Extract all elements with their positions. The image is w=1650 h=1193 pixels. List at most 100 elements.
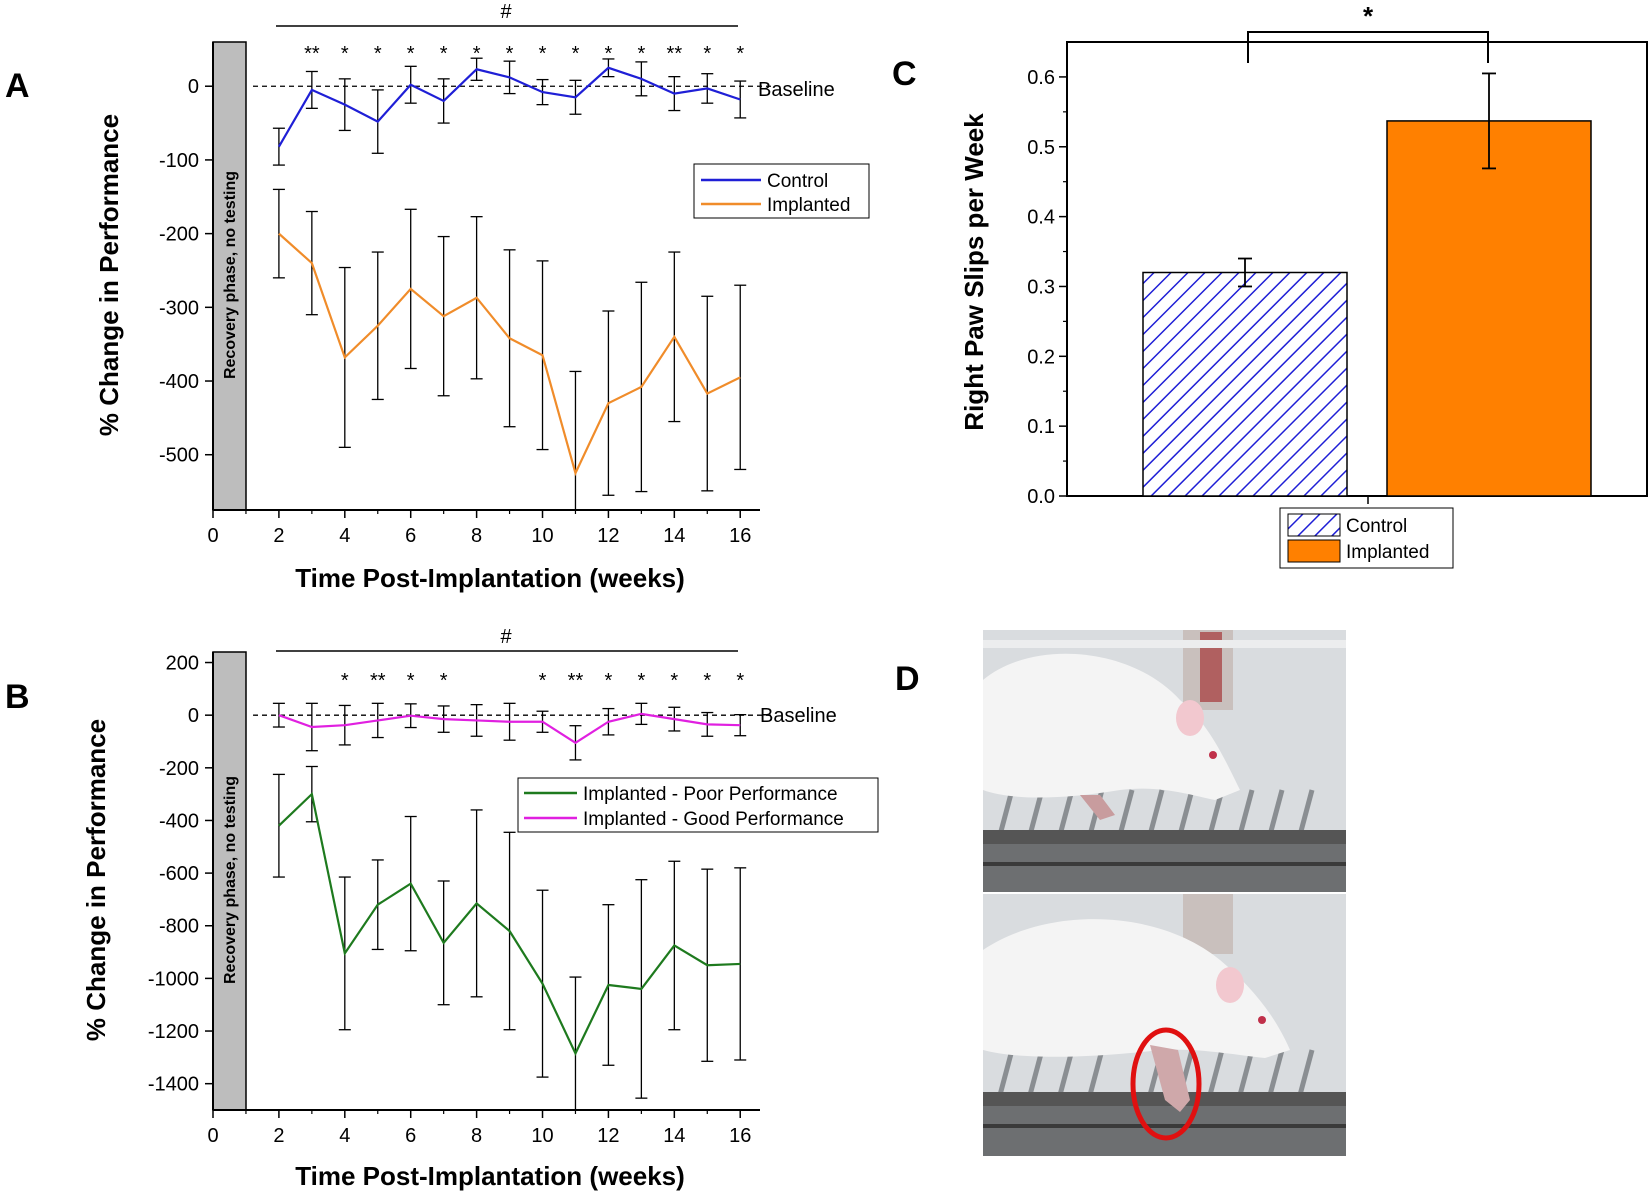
x-tick-label: 14 xyxy=(663,525,685,547)
significance-star: * xyxy=(736,43,744,65)
baseline-label: Baseline xyxy=(758,79,835,101)
y-axis-title: % Change in Performance xyxy=(81,719,111,1041)
x-tick-label: 12 xyxy=(597,1125,619,1147)
significance-star: * xyxy=(341,670,349,692)
significance-star: * xyxy=(637,43,645,65)
y-tick-label: -200 xyxy=(159,224,199,246)
y-tick-label: -200 xyxy=(159,758,199,780)
series-line xyxy=(278,791,741,1056)
x-tick-label: 10 xyxy=(531,1125,553,1147)
significance-star: * xyxy=(703,43,711,65)
y-tick-label: 200 xyxy=(166,653,199,675)
x-tick-label: 2 xyxy=(273,1125,284,1147)
legend-label-control: Control xyxy=(1346,516,1407,537)
x-tick-label: 0 xyxy=(207,1125,218,1147)
significance-star: * xyxy=(374,43,382,65)
panel-d-photos xyxy=(983,630,1346,1156)
series-line xyxy=(278,232,741,477)
y-tick-label: 0.5 xyxy=(1027,137,1055,159)
significance-star: ** xyxy=(568,670,584,692)
bar-implanted xyxy=(1386,120,1592,497)
y-axis-title: Right Paw Slips per Week xyxy=(959,113,989,431)
y-tick-label: -800 xyxy=(159,916,199,938)
red-circle-icon xyxy=(1130,1027,1202,1141)
x-axis-title: Time Post-Implantation (weeks) xyxy=(295,563,685,593)
recovery-label: Recovery phase, no testing xyxy=(222,776,239,984)
significance-star: * xyxy=(473,43,481,65)
significance-star: * xyxy=(440,43,448,65)
legend-label-implanted: Implanted xyxy=(767,195,850,216)
y-tick-label: -1400 xyxy=(148,1074,199,1096)
recovery-band xyxy=(212,651,247,1111)
x-tick-label: 8 xyxy=(471,1125,482,1147)
y-tick-label: -300 xyxy=(159,297,199,319)
legend-swatch-control xyxy=(1287,513,1341,537)
hash-mark: # xyxy=(500,1,512,23)
panel-letter-a: A xyxy=(5,67,30,105)
significance-star: * xyxy=(539,670,547,692)
y-axis-title: % Change in Performance xyxy=(94,114,124,436)
legend-box xyxy=(693,163,870,219)
x-tick-label: 4 xyxy=(339,525,350,547)
significance-bracket xyxy=(1247,31,1489,63)
x-tick-label: 2 xyxy=(273,525,284,547)
series-line xyxy=(278,712,741,745)
legend-label-implanted: Implanted xyxy=(1346,542,1429,563)
x-tick-label: 14 xyxy=(663,1125,685,1147)
y-tick-label: 0.3 xyxy=(1027,276,1055,298)
x-tick-label: 16 xyxy=(729,1125,751,1147)
y-tick-label: 0.1 xyxy=(1027,416,1055,438)
panel-a-line-chart: Recovery phase, no testing 0 2 4 6 8 10 12 14 16… xyxy=(94,1,870,593)
x-tick-label: 0 xyxy=(207,525,218,547)
y-tick-label: -600 xyxy=(159,863,199,885)
series-line xyxy=(277,66,741,148)
panel-letter-c: C xyxy=(892,55,917,93)
legend: Control Implanted xyxy=(1279,507,1454,569)
y-tick-label: 0 xyxy=(188,705,199,727)
significance-star: * xyxy=(1363,1,1374,31)
x-tick-label: 10 xyxy=(531,525,553,547)
legend-label-control: Control xyxy=(767,171,828,192)
significance-star: * xyxy=(605,670,613,692)
panel-letter-b: B xyxy=(5,678,30,716)
significance-star: * xyxy=(637,670,645,692)
baseline-label: Baseline xyxy=(760,705,837,727)
legend-box xyxy=(517,777,879,833)
y-tick-label: 0.0 xyxy=(1027,486,1055,508)
significance-star: * xyxy=(539,43,547,65)
panel-c-bar-chart: 0.0 0.1 0.2 0.3 0.4 0.5 0.6 * Right Paw Slips … xyxy=(959,1,1648,569)
legend: Control Implanted xyxy=(693,163,870,219)
x-tick-label: 6 xyxy=(405,1125,416,1147)
y-tick-label: 0 xyxy=(188,76,199,98)
y-tick-label: -1200 xyxy=(148,1021,199,1043)
significance-star: ** xyxy=(667,43,683,65)
legend-label-poor: Implanted - Poor Performance xyxy=(583,784,838,805)
hash-mark: # xyxy=(500,626,512,648)
x-tick-label: 4 xyxy=(339,1125,350,1147)
significance-star: ** xyxy=(304,43,320,65)
panel-letter-d: D xyxy=(895,660,920,698)
significance-star: * xyxy=(407,43,415,65)
significance-star: * xyxy=(407,670,415,692)
y-tick-label: -400 xyxy=(159,810,199,832)
bar-control xyxy=(1142,271,1348,497)
legend-swatch-implanted xyxy=(1287,539,1341,563)
y-tick-label: -1000 xyxy=(148,968,199,990)
legend-label-good: Implanted - Good Performance xyxy=(583,809,844,830)
significance-star: * xyxy=(440,670,448,692)
plot-frame xyxy=(1066,41,1648,497)
y-tick-label: 0.6 xyxy=(1027,67,1055,89)
x-tick-label: 8 xyxy=(471,525,482,547)
y-tick-label: -100 xyxy=(159,150,199,172)
y-tick-label: 0.4 xyxy=(1027,207,1055,229)
significance-star: * xyxy=(703,670,711,692)
significance-star: * xyxy=(572,43,580,65)
legend: Implanted - Poor Performance Implanted -… xyxy=(517,777,879,833)
significance-star: * xyxy=(605,43,613,65)
y-tick-label: 0.2 xyxy=(1027,346,1055,368)
x-tick-label: 6 xyxy=(405,525,416,547)
significance-star: * xyxy=(670,670,678,692)
significance-star: * xyxy=(506,43,514,65)
y-tick-label: -500 xyxy=(159,445,199,467)
